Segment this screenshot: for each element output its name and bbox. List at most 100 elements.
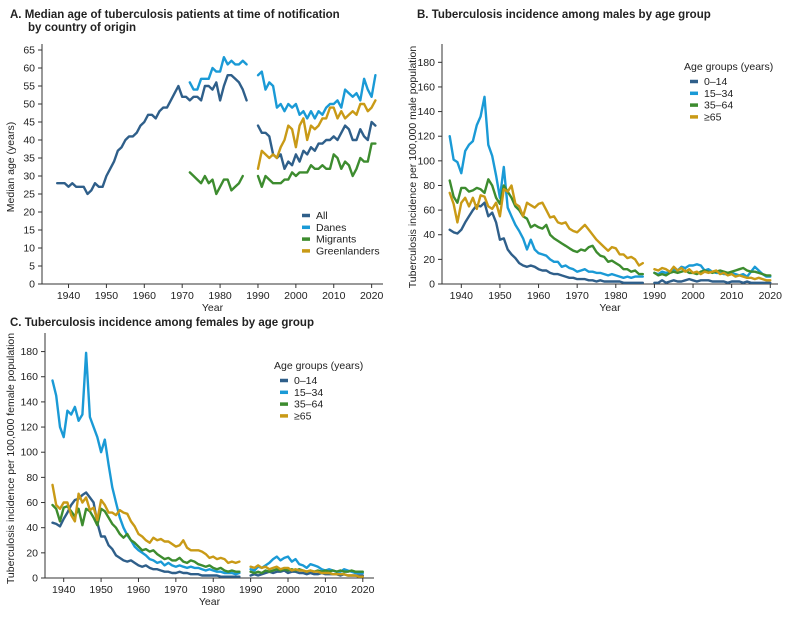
- y-axis-label: Tuberculosis incidence per 100,000 femal…: [5, 333, 17, 584]
- x-tick-label: 2020: [360, 290, 384, 302]
- y-tick-label: 30: [23, 171, 35, 183]
- x-tick-label: 2000: [681, 290, 705, 302]
- y-tick-label: 40: [26, 522, 38, 534]
- x-tick-label: 2020: [759, 290, 783, 302]
- series-line-age-35-64: [51, 503, 241, 573]
- panel-a: A. Median age of tuberculosis patients a…: [5, 9, 383, 314]
- y-tick-label: 10: [23, 243, 35, 255]
- y-tick-label: 25: [23, 189, 35, 201]
- x-tick-label: 1980: [604, 290, 628, 302]
- legend-title: Age groups (years): [684, 61, 773, 73]
- x-tick-label: 1980: [208, 290, 232, 302]
- series-line-age-15-34: [51, 351, 241, 576]
- y-axis-label: Median age (years): [5, 122, 17, 212]
- series-line-age-65: [249, 564, 364, 578]
- y-tick-label: 60: [423, 205, 435, 217]
- y-axis-label: Tuberculosis incidence per 100,000 male …: [407, 46, 419, 289]
- panel-title: B. Tuberculosis incidence among males by…: [417, 9, 711, 21]
- legend-label: 0–14: [294, 375, 318, 387]
- x-tick-label: 1950: [89, 584, 113, 596]
- x-tick-label: 1980: [202, 584, 226, 596]
- x-axis-label: Year: [599, 302, 621, 314]
- y-tick-label: 0: [29, 279, 35, 291]
- panel-b: B. Tuberculosis incidence among males by…: [407, 9, 782, 314]
- x-tick-label: 1950: [95, 290, 119, 302]
- y-tick-label: 60: [23, 63, 35, 75]
- series-line-age-0-14: [448, 201, 644, 284]
- y-tick-label: 40: [423, 229, 435, 241]
- y-tick-label: 65: [23, 45, 35, 57]
- y-tick-label: 55: [23, 81, 35, 93]
- y-tick-label: 15: [23, 225, 35, 237]
- legend-label: 15–34: [704, 88, 733, 100]
- x-tick-label: 1940: [450, 290, 474, 302]
- y-tick-label: 45: [23, 117, 35, 129]
- series-line-greenlanders: [256, 99, 377, 170]
- legend-title: Age groups (years): [274, 360, 363, 372]
- legend-label: ≥65: [294, 410, 312, 422]
- series-line-age-65: [51, 483, 241, 565]
- x-tick-label: 1970: [171, 290, 195, 302]
- y-tick-label: 0: [32, 573, 38, 585]
- x-tick-label: 1990: [643, 290, 667, 302]
- y-tick-label: 80: [423, 180, 435, 192]
- x-tick-label: 1960: [133, 290, 157, 302]
- y-tick-label: 35: [23, 153, 35, 165]
- series-line-all: [56, 74, 248, 196]
- series-line-danes: [256, 70, 377, 120]
- legend-label: 35–64: [704, 100, 733, 112]
- x-tick-label: 2010: [314, 584, 338, 596]
- series-line-age-0-14: [51, 491, 241, 578]
- panel-subtitle: by country of origin: [28, 22, 136, 34]
- x-tick-label: 1990: [239, 584, 263, 596]
- y-tick-label: 100: [20, 447, 38, 459]
- legend-label: Greenlanders: [316, 245, 380, 257]
- y-tick-label: 140: [20, 396, 38, 408]
- x-axis-label: Year: [199, 596, 221, 608]
- y-tick-label: 120: [417, 131, 435, 143]
- y-tick-label: 5: [29, 261, 35, 273]
- x-tick-label: 1970: [565, 290, 589, 302]
- x-tick-label: 1940: [52, 584, 76, 596]
- series-line-age-35-64: [448, 178, 644, 276]
- series-line-age-15-34: [448, 95, 644, 279]
- legend-label: Danes: [316, 222, 346, 234]
- x-tick-label: 1970: [164, 584, 188, 596]
- y-tick-label: 160: [417, 81, 435, 93]
- x-tick-label: 2000: [276, 584, 300, 596]
- y-tick-label: 80: [26, 472, 38, 484]
- legend-label: 0–14: [704, 76, 728, 88]
- panel-title: A. Median age of tuberculosis patients a…: [10, 9, 340, 21]
- series-line-migrants: [256, 142, 377, 188]
- y-tick-label: 180: [20, 346, 38, 358]
- x-tick-label: 2000: [284, 290, 308, 302]
- panel-title: C. Tuberculosis incidence among females …: [10, 317, 314, 329]
- legend-label: All: [316, 210, 328, 222]
- series-line-age-65: [448, 184, 644, 267]
- x-tick-label: 2010: [720, 290, 744, 302]
- x-tick-label: 1940: [57, 290, 81, 302]
- y-tick-label: 20: [423, 254, 435, 266]
- y-tick-label: 120: [20, 422, 38, 434]
- series-line-migrants: [188, 171, 244, 196]
- y-tick-label: 180: [417, 57, 435, 69]
- legend-label: 35–64: [294, 399, 323, 411]
- x-tick-label: 1990: [246, 290, 270, 302]
- y-tick-label: 20: [26, 547, 38, 559]
- x-tick-label: 1950: [488, 290, 512, 302]
- legend-label: ≥65: [704, 111, 722, 123]
- panel-c: C. Tuberculosis incidence among females …: [5, 317, 375, 608]
- legend-label: Migrants: [316, 234, 356, 246]
- y-tick-label: 140: [417, 106, 435, 118]
- series-line-age-15-34: [249, 555, 364, 575]
- y-tick-label: 50: [23, 99, 35, 111]
- y-tick-label: 20: [23, 207, 35, 219]
- y-tick-label: 60: [26, 497, 38, 509]
- x-tick-label: 1960: [127, 584, 151, 596]
- x-tick-label: 2010: [322, 290, 346, 302]
